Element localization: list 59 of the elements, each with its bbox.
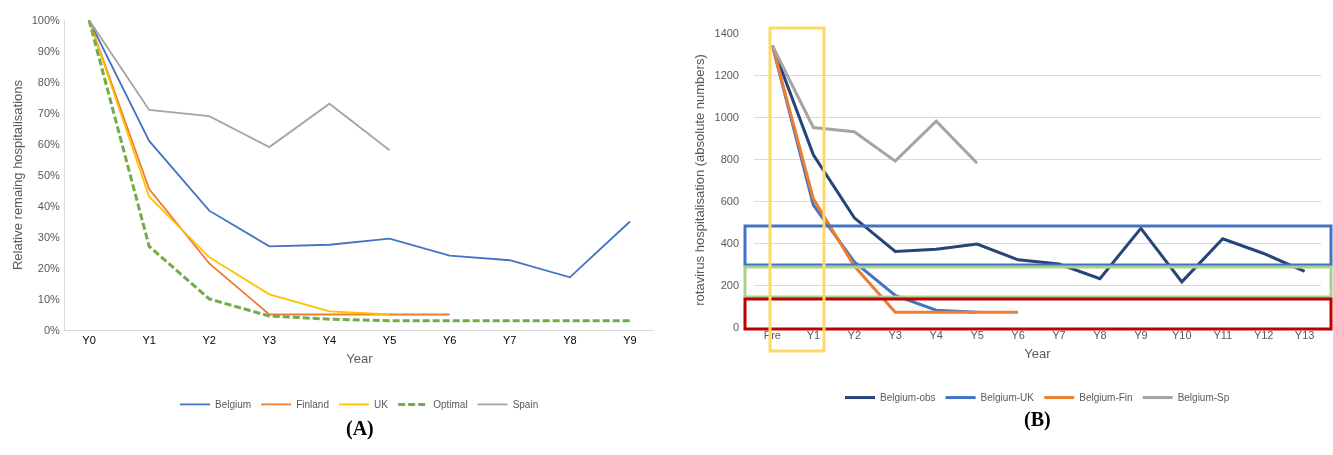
line-series [88,20,391,152]
x-tick-label: Y11 [1213,329,1233,341]
y-tick-label: 80% [37,75,60,88]
x-tick-label: Y12 [1253,329,1274,341]
x-tick-label: Y9 [623,334,637,347]
x-tick-label: Y1 [806,329,821,341]
y-tick-label: 1400 [714,26,739,39]
legend-label: Belgium-obs [880,392,936,404]
legend-label: Spain [512,399,539,411]
y-tick-label: 60% [37,137,60,150]
legend-label: UK [373,399,389,411]
x-tick-label: Y1 [142,334,156,347]
y-tick-label: 70% [37,106,60,119]
y-tick-label: 10% [37,292,60,305]
y-tick-label: 200 [720,278,739,291]
x-tick-label: Y9 [1134,329,1148,341]
x-tick-label: Y8 [1093,329,1107,341]
x-tick-label: Y7 [1052,329,1066,341]
y-tick-label: 600 [720,194,739,207]
text: (B) [1024,408,1051,431]
text: (A) [346,417,374,440]
x-axis-title: Year [1024,345,1052,361]
legend-label: Belgium-Fin [1079,392,1133,404]
x-tick-label: Y5 [382,334,397,347]
x-tick-label: Y7 [503,334,517,347]
y-tick-label: 50% [37,168,60,181]
legend-label: Belgium [215,399,252,411]
x-tick-label: Y6 [442,334,457,347]
y-tick-label: 30% [37,230,60,243]
x-tick-label: Y10 [1172,329,1192,341]
y-tick-label: 90% [37,44,60,57]
legend-label: Belgium-Sp [1177,392,1230,404]
x-tick-label: Y0 [82,334,96,347]
x-tick-label: Y2 [202,334,216,347]
y-tick-label: 0 [732,320,739,333]
x-tick-label: Y3 [888,329,902,341]
y-tick-label: 100% [31,13,61,26]
y-tick-label: 1000 [714,110,739,123]
x-tick-label: Y4 [322,334,337,347]
y-tick-label: 0% [43,323,61,336]
legend-label: Finland [296,399,329,411]
y-tick-label: 20% [37,261,60,274]
x-axis-title: Year [346,350,374,366]
x-tick-label: Y8 [563,334,577,347]
y-tick-label: 40% [37,199,60,212]
legend-label: Belgium-UK [980,392,1035,404]
legend-label: Optimal [433,399,468,411]
y-tick-label: 1200 [714,68,739,81]
y-tick-label: 400 [720,236,739,249]
x-tick-label: Y3 [262,334,277,347]
x-tick-label: Y5 [970,329,984,341]
x-tick-label: Y6 [1011,329,1025,341]
x-tick-label: Y2 [847,329,862,341]
line-series [770,44,979,165]
y-tick-label: 800 [720,152,739,165]
x-tick-label: Y13 [1294,329,1315,341]
x-tick-label: Y4 [929,329,943,341]
y-axis-title: rotavirus hospitalisation (absolute numbers) [692,54,708,306]
y-axis-title: Relative remaing hospitalisations [9,79,25,271]
